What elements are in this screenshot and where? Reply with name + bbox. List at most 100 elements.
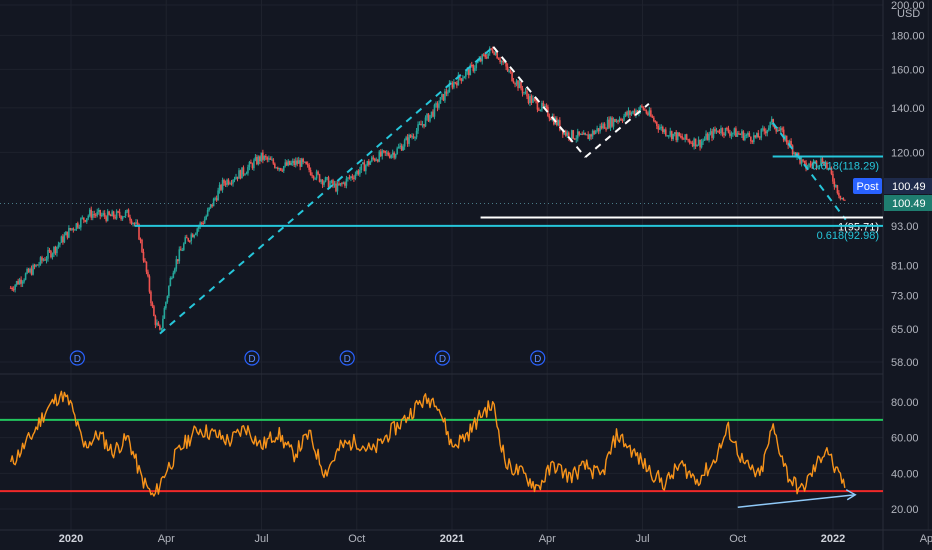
candle-body [260,152,263,162]
dividend-marker-icon[interactable] [434,350,451,366]
price-axis-label: 160.00 [891,64,925,76]
candle-body [402,146,404,151]
price-axis[interactable]: 200.00 180.00 160.00 140.00 120.00 93.00 81.00… [891,0,925,516]
price-axis-label: 73.00 [891,291,919,303]
candle-body [87,215,90,219]
candle-body [351,176,354,178]
candle-body [269,158,272,160]
candle-body [427,113,430,122]
candle-body [648,110,651,115]
candle-body [36,264,39,266]
time-axis-label: Apr [158,533,175,545]
drawings[interactable]: 0.618(118.29) 1(95.71)0.618(92.98) [0,46,883,335]
candle-body [687,139,689,141]
candle-body [764,131,767,134]
candle-body [259,156,261,162]
candle-body [718,132,721,134]
price-axis-label: 81.00 [891,261,919,273]
candle-body [632,110,634,113]
candle-body [366,161,369,166]
candle-body [445,91,448,94]
candle-body [467,69,470,76]
candle-body [720,128,722,133]
candle-body [664,129,667,136]
dividend-marker-icon[interactable] [244,350,260,366]
candle-body [154,316,157,325]
candle-body [174,268,176,273]
candle-body [179,249,182,251]
candle-body [578,131,581,135]
candle-body [327,177,330,188]
candle-body [90,209,93,218]
candle-body [499,59,501,63]
candle-body [129,217,131,221]
candle-body [112,211,115,218]
candle-body [151,303,154,307]
trendline-bounce[interactable] [584,103,650,158]
candle-body [545,105,548,107]
candle-body [51,253,54,258]
candle-body [675,132,678,141]
price-axis-label: 65.00 [891,324,919,336]
dividend-marker-icon[interactable] [530,350,546,366]
candle-body [156,322,158,325]
candle-body [781,128,783,130]
candle-body [42,259,45,261]
divergence-arrow[interactable] [737,493,856,508]
candle-body [400,145,403,151]
candle-body [138,224,140,240]
candle-body [300,158,303,167]
candle-body [630,112,633,115]
candle-body [382,150,385,152]
candle-body [159,325,161,330]
candle-body [476,61,479,63]
time-axis[interactable]: 2020AprJulOct2021AprJulOct2022AprJul [59,533,932,545]
candle-body [439,97,442,104]
candle-body [163,308,166,319]
candle-body [802,159,804,161]
candle-body [775,128,777,132]
candle-body [536,100,539,110]
candle-body [168,286,170,297]
candle-body [232,179,234,184]
trendline-rally[interactable] [159,46,494,335]
candle-body [602,123,604,129]
candle-body [506,66,509,71]
candle-body [290,162,293,165]
candle-body [438,103,440,108]
candle-body [81,217,84,219]
candle-body [335,183,337,192]
candle-body [257,156,260,165]
candle-body [679,136,682,138]
candle-body [735,128,737,137]
candle-body [278,168,281,170]
candle-body [669,131,672,136]
candle-body [109,214,112,217]
candle-body [620,118,622,121]
trendline-drop[interactable] [492,46,587,158]
candle-body [518,81,521,89]
candle-body [342,182,345,184]
candle-body [596,128,598,132]
candle-body [811,164,813,166]
candle-body [575,138,578,140]
candle-body [836,185,839,194]
candle-body [169,278,172,287]
candle-body [647,113,649,115]
candle-body [26,269,28,274]
dividend-marker-icon[interactable] [69,350,85,366]
candle-body [48,250,51,252]
candle-body [311,175,313,177]
candle-body [763,128,766,132]
candle-body [490,48,492,50]
candle-body [353,177,355,179]
candle-body [417,124,419,131]
candle-body [148,276,151,292]
candle-body [457,74,460,86]
candle-body [753,135,755,143]
dividend-marker-icon[interactable] [339,350,355,366]
candle-body [177,259,179,262]
candle-body [673,132,676,134]
